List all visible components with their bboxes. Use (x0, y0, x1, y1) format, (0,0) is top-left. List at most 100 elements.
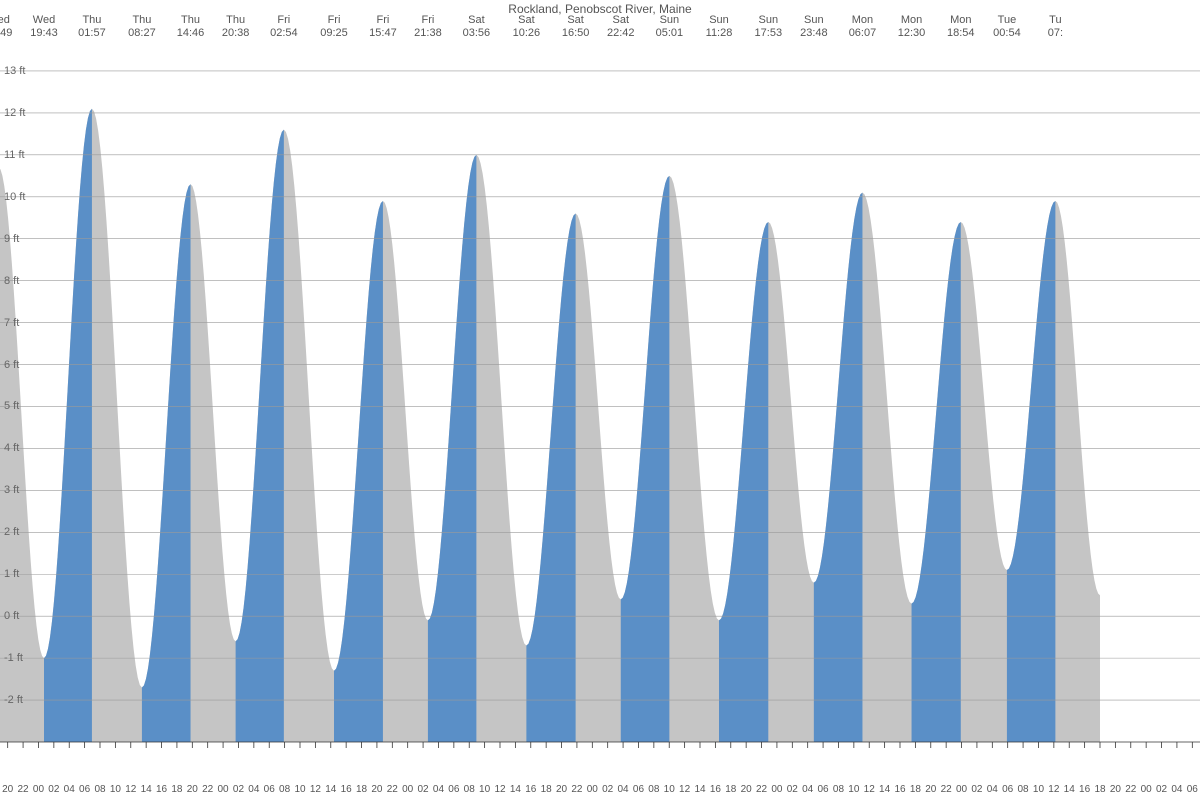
x-tick-label: 08 (279, 784, 290, 795)
x-tick-label: 12 (864, 784, 875, 795)
plot-area: -2 ft-1 ft0 ft1 ft2 ft3 ft4 ft5 ft6 ft7 … (0, 50, 1200, 770)
x-tick-label: 22 (941, 784, 952, 795)
x-tick-label: 16 (710, 784, 721, 795)
x-tick-label: 06 (1187, 784, 1198, 795)
tide-time-label: Tu07: (1048, 14, 1063, 40)
tide-time-labels: e50Wed01:03Wed07:32Wed13:49Wed19:43Thu01… (0, 14, 1200, 44)
tide-time-label: Fri21:38 (414, 14, 442, 40)
x-tick-label: 08 (833, 784, 844, 795)
y-tick-label: 8 ft (4, 275, 19, 287)
x-tick-label: 02 (602, 784, 613, 795)
x-tick-label: 04 (64, 784, 75, 795)
y-tick-label: 1 ft (4, 568, 19, 580)
tide-time-label: Sun23:48 (800, 14, 828, 40)
x-tick-label: 10 (479, 784, 490, 795)
x-tick-label: 16 (894, 784, 905, 795)
tide-time-label: Wed19:43 (30, 14, 58, 40)
y-tick-label: 7 ft (4, 317, 19, 329)
tide-svg (0, 50, 1200, 770)
x-tick-label: 08 (464, 784, 475, 795)
x-tick-label: 12 (494, 784, 505, 795)
x-tick-label: 20 (2, 784, 13, 795)
x-tick-label: 18 (356, 784, 367, 795)
y-tick-label: 12 ft (4, 107, 25, 119)
x-tick-label: 16 (341, 784, 352, 795)
tide-area-blue (1007, 201, 1055, 742)
x-tick-label: 14 (879, 784, 890, 795)
tide-time-label: Thu08:27 (128, 14, 156, 40)
x-tick-label: 00 (402, 784, 413, 795)
y-tick-label: 6 ft (4, 359, 19, 371)
x-tick-label: 20 (741, 784, 752, 795)
x-tick-label: 06 (633, 784, 644, 795)
tide-area-blue (334, 201, 383, 742)
x-tick-label: 06 (79, 784, 90, 795)
tide-time-label: Sun05:01 (656, 14, 684, 40)
x-tick-label: 12 (679, 784, 690, 795)
tide-time-label: Tue00:54 (993, 14, 1021, 40)
x-tick-label: 02 (233, 784, 244, 795)
x-tick-label: 22 (571, 784, 582, 795)
x-tick-label: 20 (1110, 784, 1121, 795)
tide-time-label: Sat10:26 (513, 14, 541, 40)
x-tick-label: 14 (141, 784, 152, 795)
x-tick-label: 04 (987, 784, 998, 795)
x-tick-label: 12 (1048, 784, 1059, 795)
x-axis-labels: 20 22 00 02 04 06 08 10 12 14 16 18 20 22 00 02 04 06 08 10… (0, 784, 1200, 798)
tide-time-label: Thu20:38 (222, 14, 250, 40)
x-tick-label: 06 (818, 784, 829, 795)
y-tick-label: 5 ft (4, 400, 19, 412)
x-tick-label: 18 (541, 784, 552, 795)
x-tick-label: 06 (1002, 784, 1013, 795)
x-tick-label: 20 (371, 784, 382, 795)
x-tick-label: 10 (848, 784, 859, 795)
x-tick-label: 20 (187, 784, 198, 795)
x-tick-label: 16 (156, 784, 167, 795)
tide-time-label: Wed13:49 (0, 14, 12, 40)
x-tick-label: 14 (510, 784, 521, 795)
tide-time-label: Sat03:56 (463, 14, 491, 40)
tide-time-label: Thu01:57 (78, 14, 106, 40)
y-tick-label: 0 ft (4, 610, 19, 622)
x-tick-label: 20 (925, 784, 936, 795)
x-tick-label: 20 (556, 784, 567, 795)
y-tick-label: 2 ft (4, 526, 19, 538)
x-tick-label: 18 (910, 784, 921, 795)
tide-time-label: Mon06:07 (849, 14, 877, 40)
x-tick-label: 00 (1141, 784, 1152, 795)
x-tick-label: 18 (171, 784, 182, 795)
x-tick-label: 06 (448, 784, 459, 795)
tide-time-label: Sat16:50 (562, 14, 590, 40)
x-tick-label: 08 (1018, 784, 1029, 795)
x-tick-label: 04 (802, 784, 813, 795)
x-tick-label: 02 (787, 784, 798, 795)
x-tick-label: 22 (1125, 784, 1136, 795)
x-tick-label: 18 (1094, 784, 1105, 795)
x-tick-label: 02 (418, 784, 429, 795)
x-tick-label: 02 (971, 784, 982, 795)
x-tick-label: 22 (756, 784, 767, 795)
tide-time-label: Fri09:25 (320, 14, 348, 40)
x-tick-label: 00 (587, 784, 598, 795)
x-tick-label: 04 (618, 784, 629, 795)
x-tick-label: 12 (125, 784, 136, 795)
x-tick-label: 04 (248, 784, 259, 795)
x-tick-label: 08 (94, 784, 105, 795)
tide-time-label: Thu14:46 (177, 14, 205, 40)
x-tick-label: 00 (771, 784, 782, 795)
y-tick-label: -2 ft (4, 694, 23, 706)
x-tick-label: 14 (1064, 784, 1075, 795)
x-tick-label: 16 (525, 784, 536, 795)
tide-time-label: Sun17:53 (755, 14, 783, 40)
x-tick-label: 14 (325, 784, 336, 795)
tide-area-blue (912, 222, 961, 742)
x-tick-label: 04 (433, 784, 444, 795)
x-tick-label: 00 (218, 784, 229, 795)
x-tick-label: 00 (33, 784, 44, 795)
x-tick-label: 22 (202, 784, 213, 795)
tide-time-label: Sun11:28 (706, 14, 733, 40)
tide-time-label: Mon18:54 (947, 14, 975, 40)
x-tick-label: 10 (664, 784, 675, 795)
y-tick-label: -1 ft (4, 652, 23, 664)
tide-time-label: Mon12:30 (898, 14, 926, 40)
